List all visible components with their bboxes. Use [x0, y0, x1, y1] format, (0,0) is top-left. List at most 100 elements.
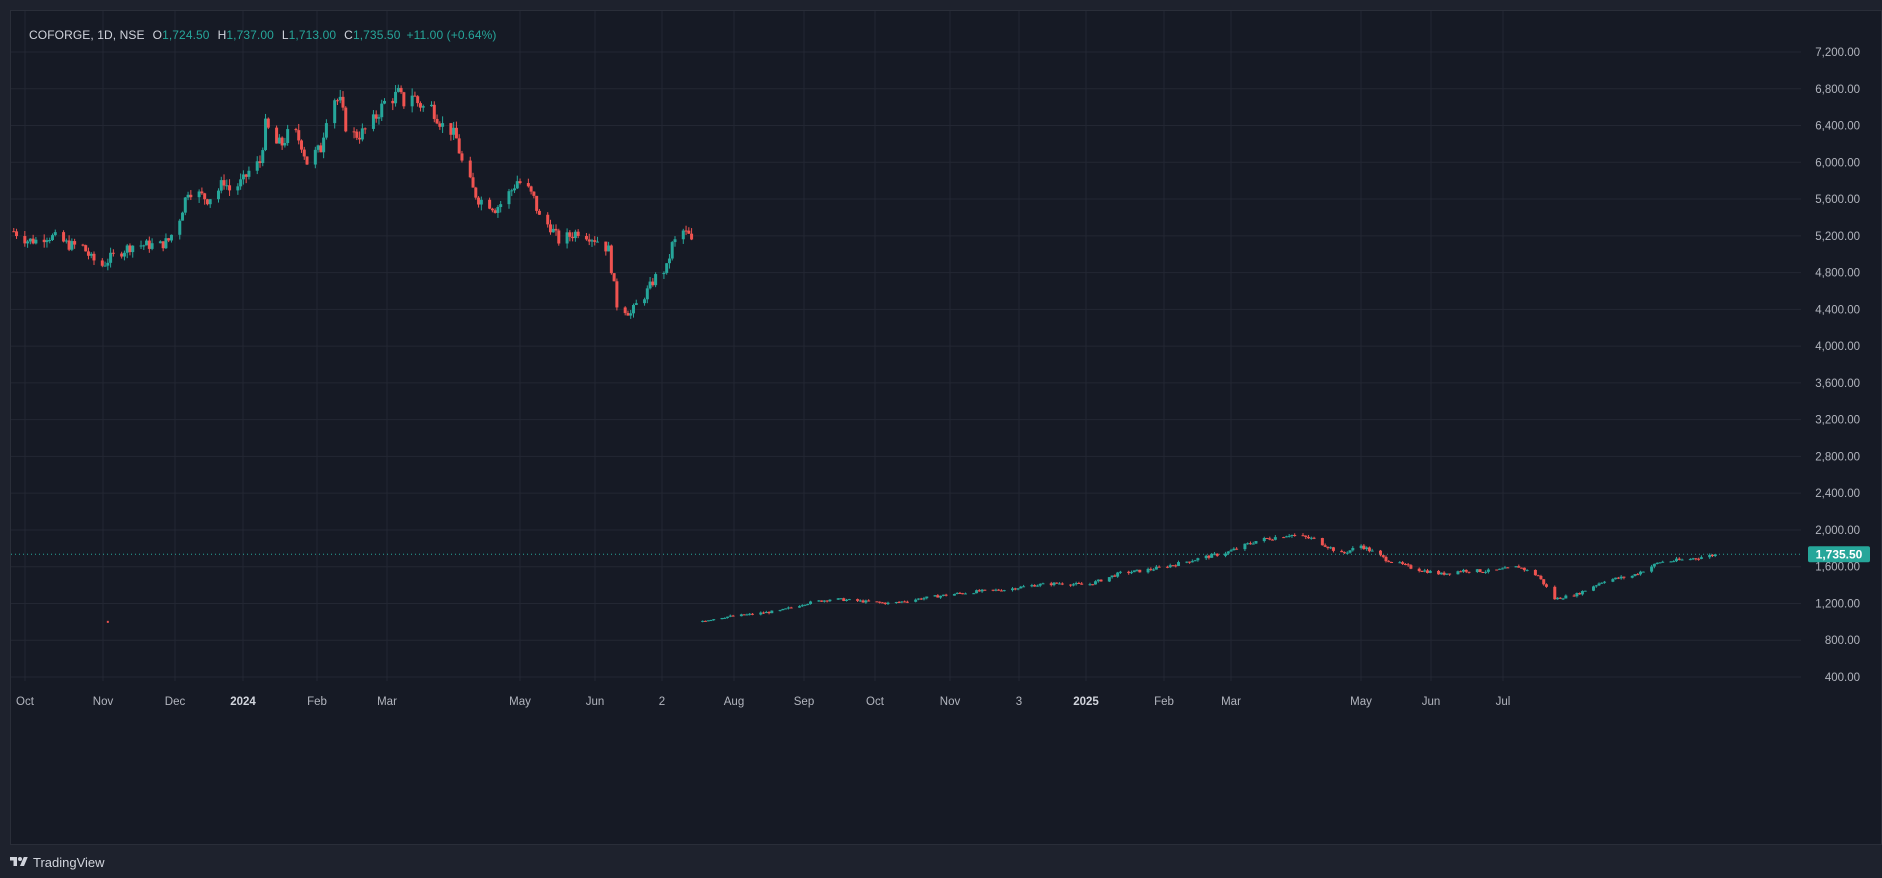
y-tick-label: 5,200.00: [1815, 231, 1860, 243]
candle: [299, 140, 303, 150]
candle: [665, 263, 669, 273]
candle: [999, 590, 1003, 592]
candle: [529, 186, 533, 192]
tradingview-logo-icon[interactable]: [9, 855, 29, 869]
candle: [167, 238, 171, 241]
candle: [23, 236, 27, 244]
candle: [1049, 583, 1053, 586]
candle: [1390, 561, 1394, 563]
candle: [1251, 543, 1255, 545]
candle: [1403, 563, 1407, 565]
candle: [28, 238, 32, 242]
candle: [878, 601, 882, 603]
candle: [742, 614, 746, 616]
candle: [1536, 575, 1540, 577]
candle: [1052, 582, 1056, 586]
chart-frame[interactable]: 7,200.00 6,800.00 6,400.00 6,000.00 5,600.00…: [10, 10, 1882, 845]
candle: [106, 262, 110, 266]
candle: [128, 245, 132, 253]
candle: [903, 601, 907, 603]
candle: [432, 104, 436, 119]
candle: [941, 594, 945, 596]
candle: [109, 252, 113, 263]
candle: [952, 594, 956, 596]
candle: [335, 100, 339, 102]
candle: [914, 599, 918, 602]
y-tick-label: 6,400.00: [1815, 121, 1860, 133]
candle: [845, 599, 849, 601]
candle: [1094, 581, 1098, 585]
candle: [380, 103, 384, 118]
candle: [1030, 585, 1034, 587]
candle: [1426, 570, 1430, 573]
candle: [726, 616, 730, 618]
candle: [236, 186, 240, 191]
candle: [352, 131, 356, 133]
candle: [784, 608, 788, 610]
candle: [720, 618, 724, 620]
candle: [662, 272, 666, 275]
candle: [1500, 568, 1504, 570]
candle: [546, 214, 550, 225]
candle: [219, 180, 223, 191]
candle: [297, 130, 301, 141]
candle: [1592, 586, 1596, 591]
candle: [1600, 582, 1604, 584]
candle: [1597, 583, 1601, 586]
candle: [391, 100, 395, 104]
candle: [396, 87, 400, 92]
candle: [609, 245, 613, 274]
candle: [338, 96, 342, 101]
price-axis[interactable]: 7,200.00 6,800.00 6,400.00 6,000.00 5,600.00…: [1815, 47, 1860, 684]
candle: [1224, 553, 1228, 556]
symbol-name[interactable]: COFORGE, 1D, NSE: [29, 28, 145, 42]
candle: [283, 142, 287, 146]
candle: [1326, 546, 1330, 549]
candle: [587, 239, 591, 242]
candle: [651, 281, 655, 286]
candle: [745, 614, 749, 616]
candle: [1210, 553, 1214, 558]
candle: [1445, 573, 1449, 575]
candle: [836, 598, 840, 600]
price-chart[interactable]: 7,200.00 6,800.00 6,400.00 6,000.00 5,600.00…: [11, 11, 1881, 844]
candle: [1575, 593, 1579, 597]
close-key: C: [344, 28, 353, 42]
candle: [762, 612, 766, 614]
candle: [856, 599, 860, 601]
y-tick-label: 2,800.00: [1815, 451, 1860, 463]
candle: [1580, 591, 1584, 595]
time-axis[interactable]: Oct Nov Dec 2024 Feb Mar May Jun 2 Aug Sep Oct Nov 3 2…: [16, 696, 1510, 708]
high-key: H: [217, 28, 227, 42]
candle: [1041, 583, 1045, 585]
candle: [537, 210, 541, 215]
candle: [371, 114, 375, 129]
candle: [607, 245, 611, 252]
x-tick-label: 2024: [230, 696, 256, 708]
candle: [748, 613, 752, 615]
candle: [145, 240, 149, 246]
candle: [468, 160, 472, 178]
candle: [377, 117, 381, 119]
candle: [1323, 545, 1327, 547]
candle: [1246, 543, 1250, 545]
candle: [53, 232, 57, 236]
brand-name[interactable]: TradingView: [33, 854, 105, 870]
candle: [1522, 567, 1526, 571]
candle: [1467, 571, 1471, 573]
candle: [358, 137, 362, 140]
candle: [31, 238, 35, 244]
candle: [806, 604, 810, 606]
candle: [1484, 571, 1488, 573]
candle: [1132, 570, 1136, 573]
candle: [731, 615, 735, 617]
candle: [1343, 552, 1347, 554]
candle: [1420, 570, 1424, 572]
candle: [612, 273, 616, 282]
candle: [34, 239, 38, 244]
candle: [1138, 569, 1142, 573]
candle: [759, 612, 763, 615]
candle: [654, 274, 658, 286]
candle: [916, 598, 920, 600]
candle: [709, 620, 713, 622]
